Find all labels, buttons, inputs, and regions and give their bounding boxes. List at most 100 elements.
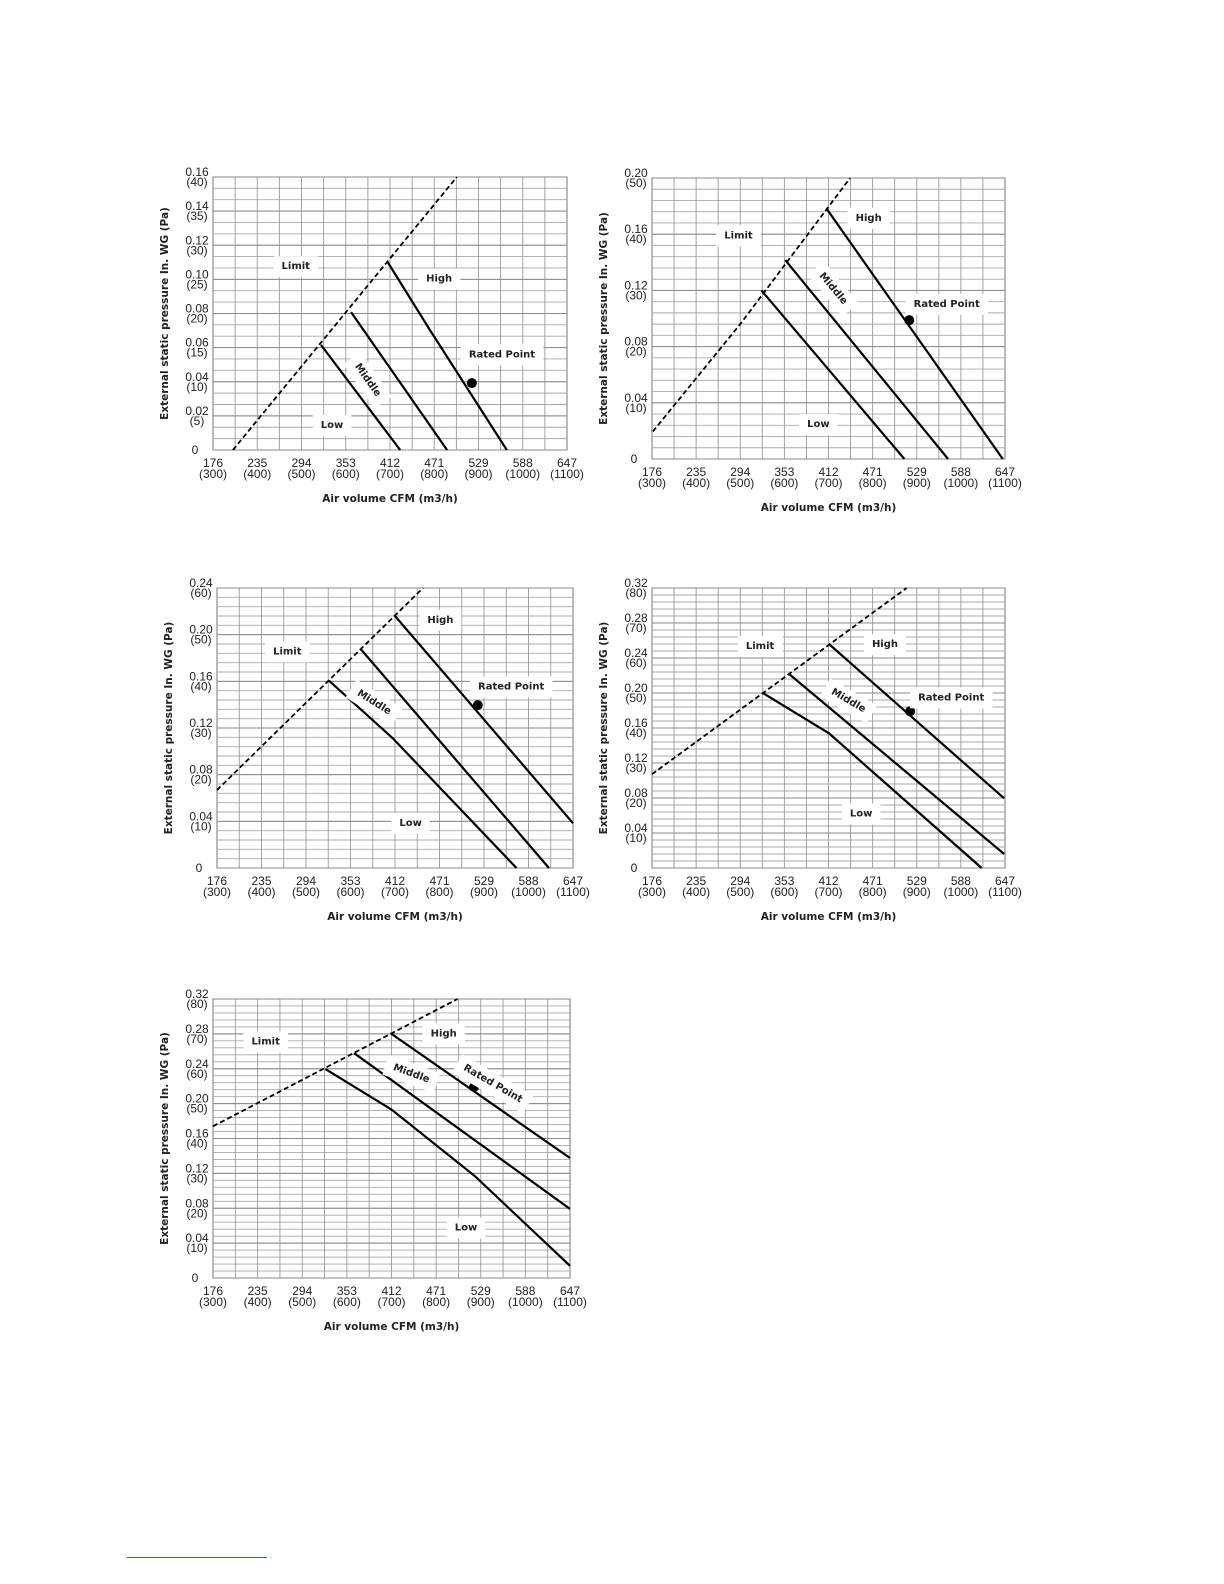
label-limit-group: Limit	[716, 225, 761, 247]
y-tick-label-pa: (10)	[625, 831, 646, 845]
x-tick-label-m3h: (1100)	[556, 885, 590, 899]
y-tick-label-pa: (50)	[186, 1102, 207, 1116]
label-limit: Limit	[746, 641, 775, 652]
x-tick-label-cfm: 353	[774, 465, 794, 479]
x-axis-title: Air volume CFM (m3/h)	[761, 911, 897, 923]
y-tick-label-inwg: 0.08	[624, 786, 648, 800]
y-tick-label-inwg: 0.16	[185, 1127, 209, 1141]
x-tick-label-m3h: (1100)	[988, 885, 1022, 899]
y-tick-label: 0	[631, 452, 638, 466]
x-tick-label-cfm: 647	[557, 456, 577, 470]
label-limit-group: Limit	[243, 1031, 289, 1053]
y-tick-label-inwg: 0.08	[185, 1196, 209, 1210]
x-tick-label-m3h: (300)	[638, 885, 666, 899]
x-tick-label-cfm: 294	[730, 465, 750, 479]
label-high: High	[426, 274, 452, 285]
label-high-group: High	[422, 1023, 465, 1045]
y-tick-label-pa: (10)	[625, 401, 646, 415]
label-high-background	[418, 268, 461, 290]
x-tick-label-m3h: (900)	[467, 1295, 495, 1309]
label-low-group: Low	[446, 1217, 486, 1239]
y-tick-label-pa: (25)	[186, 277, 207, 291]
series-line-low	[324, 1068, 571, 1267]
label-high: High	[872, 639, 898, 650]
label-low: Low	[399, 818, 421, 829]
y-axis-title: External static pressure In. WG (Pa)	[163, 622, 175, 835]
y-tick-label-pa: (5)	[190, 414, 205, 428]
x-tick-label-m3h: (500)	[726, 885, 754, 899]
label-rated-point-group: Rated Point	[910, 687, 993, 709]
label-high-background	[419, 609, 462, 631]
x-tick-label-cfm: 176	[207, 874, 227, 888]
x-tick-label-m3h: (400)	[244, 1295, 272, 1309]
y-tick-label: 0	[192, 443, 199, 457]
y-tick-label-pa: (30)	[190, 726, 211, 740]
x-tick-label-m3h: (400)	[682, 476, 710, 490]
series-line-low	[320, 344, 402, 451]
y-tick-label-pa: (40)	[186, 1137, 207, 1151]
y-tick-label-inwg: 0.10	[185, 267, 209, 281]
y-tick-label-pa: (30)	[186, 1171, 207, 1185]
label-high: High	[427, 615, 453, 626]
label-rated-point-group: Rated Point	[905, 293, 989, 315]
x-tick-label-m3h: (800)	[422, 1295, 450, 1309]
label-high-group: High	[419, 609, 462, 631]
y-tick-label-inwg: 0.24	[624, 646, 648, 660]
y-tick-label-pa: (15)	[186, 346, 207, 360]
label-low: Low	[807, 419, 829, 430]
y-axis-title: External static pressure In. WG (Pa)	[159, 207, 171, 420]
y-tick-label-inwg: 0.32	[624, 576, 648, 590]
x-tick-label-m3h: (400)	[247, 885, 275, 899]
x-tick-label-m3h: (400)	[682, 885, 710, 899]
series-line-high	[390, 1032, 571, 1159]
y-tick-label-inwg: 0.28	[185, 1022, 209, 1036]
x-tick-label-m3h: (1000)	[944, 476, 979, 490]
y-tick-label-pa: (80)	[186, 997, 207, 1011]
y-tick-label-pa: (35)	[186, 209, 207, 223]
fan-curve-chart-1: 0 0.02(5) 0.04(10) 0.06(15) 0.08(20) 0.10(25)…	[159, 165, 584, 505]
series-line-high	[386, 261, 508, 451]
label-limit: Limit	[273, 647, 302, 658]
x-tick-label-m3h: (500)	[292, 885, 320, 899]
y-tick-label-pa: (30)	[625, 288, 646, 302]
x-tick-label-m3h: (1000)	[508, 1295, 543, 1309]
label-middle-background	[343, 352, 392, 409]
label-low: Low	[850, 809, 872, 820]
y-tick-label-pa: (60)	[190, 586, 211, 600]
x-tick-label-cfm: 235	[251, 874, 271, 888]
x-tick-label-cfm: 176	[642, 874, 662, 888]
x-tick-label-cfm: 294	[291, 456, 311, 470]
x-tick-label-m3h: (700)	[377, 1295, 405, 1309]
x-tick-label-cfm: 471	[426, 1284, 446, 1298]
label-limit-background	[716, 225, 761, 247]
x-tick-label-m3h: (800)	[425, 885, 453, 899]
y-tick-label-inwg: 0.24	[185, 1057, 209, 1071]
x-tick-label-m3h: (800)	[859, 885, 887, 899]
x-tick-label-cfm: 412	[385, 874, 405, 888]
label-limit-background	[243, 1031, 289, 1053]
x-tick-label-cfm: 294	[730, 874, 750, 888]
series-line-limit	[232, 176, 458, 451]
label-rated-point-group: Rated Point	[470, 676, 553, 698]
x-tick-label-m3h: (500)	[726, 476, 754, 490]
label-rated-point-background	[451, 1054, 534, 1114]
label-high: High	[856, 213, 882, 224]
x-tick-label-cfm: 176	[203, 1284, 223, 1298]
x-axis-title: Air volume CFM (m3/h)	[761, 502, 897, 514]
x-tick-label-m3h: (600)	[770, 885, 798, 899]
x-tick-label-cfm: 529	[907, 874, 927, 888]
label-middle-background	[382, 1054, 441, 1094]
label-rated-point: Rated Point	[478, 682, 544, 693]
label-high-background	[847, 207, 890, 229]
label-high-group: High	[863, 634, 907, 656]
y-tick-label-pa: (50)	[625, 691, 646, 705]
fan-curve-chart-2: 00.04(10)0.08(20)0.12(30)0.16(40)0.20(50…	[598, 166, 1022, 514]
label-rated-point-background	[905, 293, 989, 315]
x-tick-label-m3h: (900)	[903, 885, 931, 899]
y-tick-label-inwg: 0.16	[185, 165, 209, 179]
y-tick-label-pa: (70)	[625, 621, 646, 635]
y-tick-label-pa: (50)	[625, 176, 646, 190]
x-tick-label-m3h: (1100)	[553, 1295, 587, 1309]
label-low-background	[799, 414, 838, 436]
x-tick-label-m3h: (700)	[814, 476, 842, 490]
